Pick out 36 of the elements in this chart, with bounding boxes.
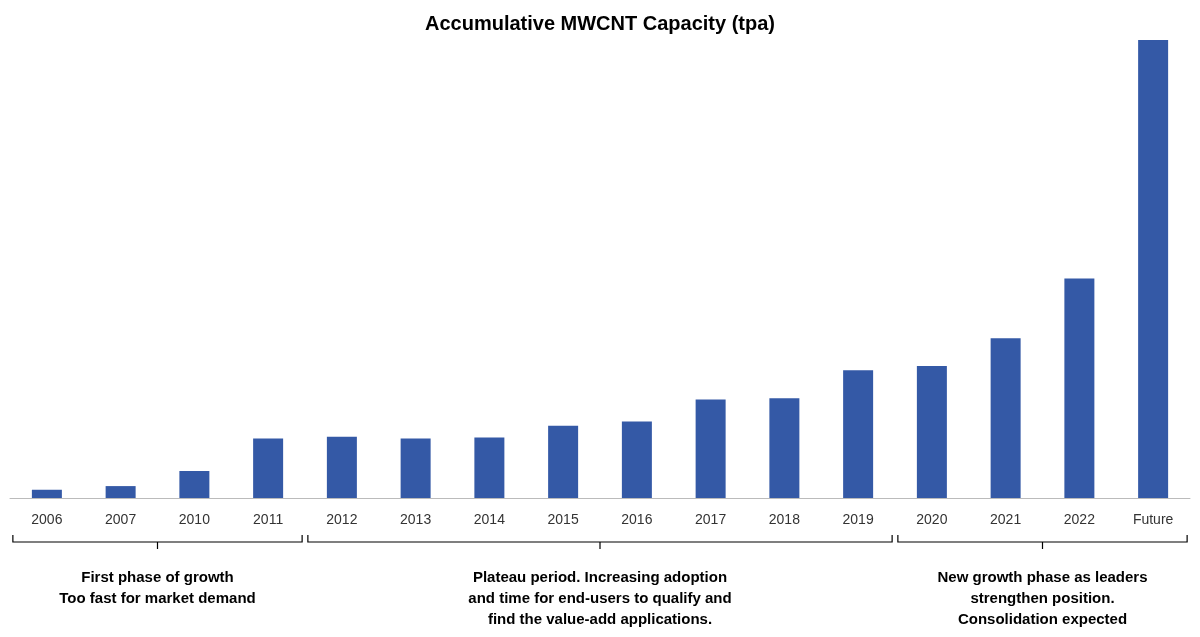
- bar: [916, 366, 947, 498]
- text: First phase of growth Too fast for market demand: [59, 568, 256, 606]
- bar: [179, 470, 210, 498]
- bar: [31, 489, 62, 498]
- x-tick-label: 2012: [326, 511, 358, 527]
- bar: [990, 338, 1021, 498]
- bar: [695, 399, 726, 498]
- bar: [474, 437, 505, 498]
- bar: [769, 398, 800, 498]
- x-tick-label: 2011: [253, 511, 284, 527]
- x-tick-label: 2016: [621, 511, 653, 527]
- x-tick-label: 2020: [916, 511, 948, 527]
- x-tick-label: 2014: [473, 511, 506, 527]
- text: New growth phase as leaders strengthen position. Consolidation expected: [937, 568, 1148, 627]
- bar: [400, 438, 431, 498]
- x-tick-label: 2013: [400, 511, 432, 527]
- x-tick-label: 2006: [31, 511, 63, 527]
- bar: [105, 486, 136, 498]
- x-tick-label: Future: [1132, 511, 1174, 527]
- x-tick-label: 2019: [842, 511, 874, 527]
- bar: [548, 425, 579, 498]
- x-tick-label: 2022: [1063, 511, 1096, 527]
- bar: [1138, 40, 1169, 498]
- x-tick-label: 2010: [178, 511, 211, 527]
- bar: [1064, 278, 1095, 498]
- x-tick-label: 2017: [695, 511, 727, 527]
- bar: [253, 438, 284, 498]
- bar: [843, 370, 874, 498]
- x-tick-label: 2007: [105, 511, 137, 527]
- text: Plateau period. Increasing adoption and time for end-users to qualify and find the value-add applications.: [468, 568, 732, 627]
- bar: [621, 421, 652, 498]
- chart-title: Accumulative MWCNT Capacity (tpa): [424, 12, 776, 34]
- bar: [326, 436, 357, 498]
- x-tick-label: 2018: [768, 511, 801, 527]
- x-tick-label: 2021: [990, 511, 1022, 527]
- x-tick-label: 2015: [547, 511, 579, 527]
